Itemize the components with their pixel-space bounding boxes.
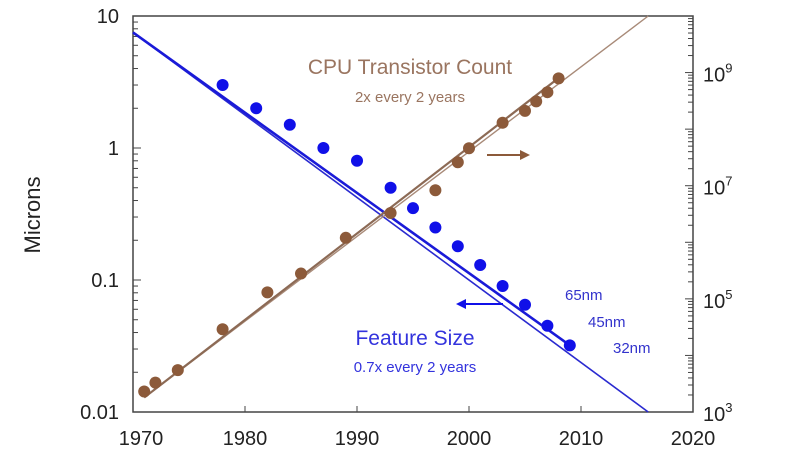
transistor-count-point bbox=[530, 95, 543, 108]
y-tick-label: 0.1 bbox=[91, 270, 119, 292]
feature-size-point bbox=[317, 142, 330, 154]
y2-tick-exponent: 9 bbox=[725, 61, 732, 76]
y2-tick-label: 105 bbox=[703, 287, 732, 313]
node-label-45nm: 45nm bbox=[588, 314, 626, 331]
transistor-count-point bbox=[552, 72, 565, 85]
x-tick-label: 1970 bbox=[119, 428, 164, 450]
feature-size-point bbox=[351, 154, 363, 167]
feature-size-point bbox=[407, 202, 419, 215]
feature-size-point bbox=[519, 298, 531, 311]
transistor-count-point bbox=[149, 376, 162, 389]
feature-size-point bbox=[541, 319, 554, 332]
feature-arrow bbox=[456, 299, 503, 309]
axes: 1970 1980 1990 2000 2010 2020 10 1 0.1 0.01 109 107… bbox=[80, 6, 732, 450]
feature-size-point bbox=[283, 118, 296, 131]
y2-tick-label: 107 bbox=[703, 174, 732, 200]
transistor-count-point bbox=[339, 231, 352, 244]
feature-size-point bbox=[384, 181, 397, 194]
feature-size-trend-line bbox=[132, 31, 649, 413]
y-tick-label: 0.01 bbox=[80, 402, 119, 424]
x-tick-label: 1990 bbox=[335, 428, 380, 450]
x-tick-label: 2010 bbox=[559, 428, 604, 450]
y-axis-label: Microns bbox=[20, 176, 45, 253]
transistor-count-point bbox=[496, 116, 509, 129]
transistor-count-point bbox=[463, 142, 475, 155]
y2-tick-label: 103 bbox=[703, 400, 732, 426]
x-tick-label: 1980 bbox=[223, 428, 268, 450]
feature-size-point bbox=[496, 280, 509, 293]
feature-title: Feature Size bbox=[355, 327, 474, 350]
y-tick-label: 1 bbox=[108, 138, 119, 160]
data-points bbox=[138, 72, 576, 398]
x-tick-label: 2020 bbox=[671, 428, 716, 450]
y2-tick-exponent: 3 bbox=[725, 400, 732, 415]
plot-frame bbox=[132, 15, 694, 413]
transistor-count-point bbox=[519, 104, 531, 117]
transistor-count-point bbox=[541, 86, 554, 99]
transistor-count-point bbox=[216, 323, 229, 336]
transistor-count-point bbox=[138, 385, 151, 398]
transistor-count-point bbox=[261, 286, 274, 299]
transistor-count-point bbox=[295, 267, 307, 280]
cpu-title: CPU Transistor Count bbox=[308, 56, 512, 79]
cpu-arrow bbox=[487, 150, 530, 160]
cpu-rate: 2x every 2 years bbox=[355, 89, 465, 106]
y2-tick-label: 109 bbox=[703, 61, 732, 87]
x-tick-label: 2000 bbox=[447, 428, 492, 450]
node-label-32nm: 32nm bbox=[613, 340, 651, 357]
transistor-count-point bbox=[451, 156, 464, 169]
transistor-count-point bbox=[429, 184, 442, 197]
feature-size-point bbox=[563, 339, 576, 352]
y2-tick-exponent: 7 bbox=[725, 174, 732, 189]
feature-rate: 0.7x every 2 years bbox=[354, 359, 477, 376]
y2-tick-exponent: 5 bbox=[725, 287, 732, 302]
feature-size-point bbox=[429, 221, 442, 234]
feature-size-point bbox=[451, 240, 464, 253]
transistor-count-point bbox=[384, 206, 397, 219]
feature-size-point bbox=[216, 79, 229, 92]
feature-size-fit-line bbox=[132, 31, 571, 347]
transistor-count-point bbox=[171, 364, 184, 377]
feature-size-point bbox=[474, 258, 487, 271]
y-tick-label: 10 bbox=[97, 6, 119, 28]
feature-size-point bbox=[250, 102, 263, 115]
node-label-65nm: 65nm bbox=[565, 287, 603, 304]
